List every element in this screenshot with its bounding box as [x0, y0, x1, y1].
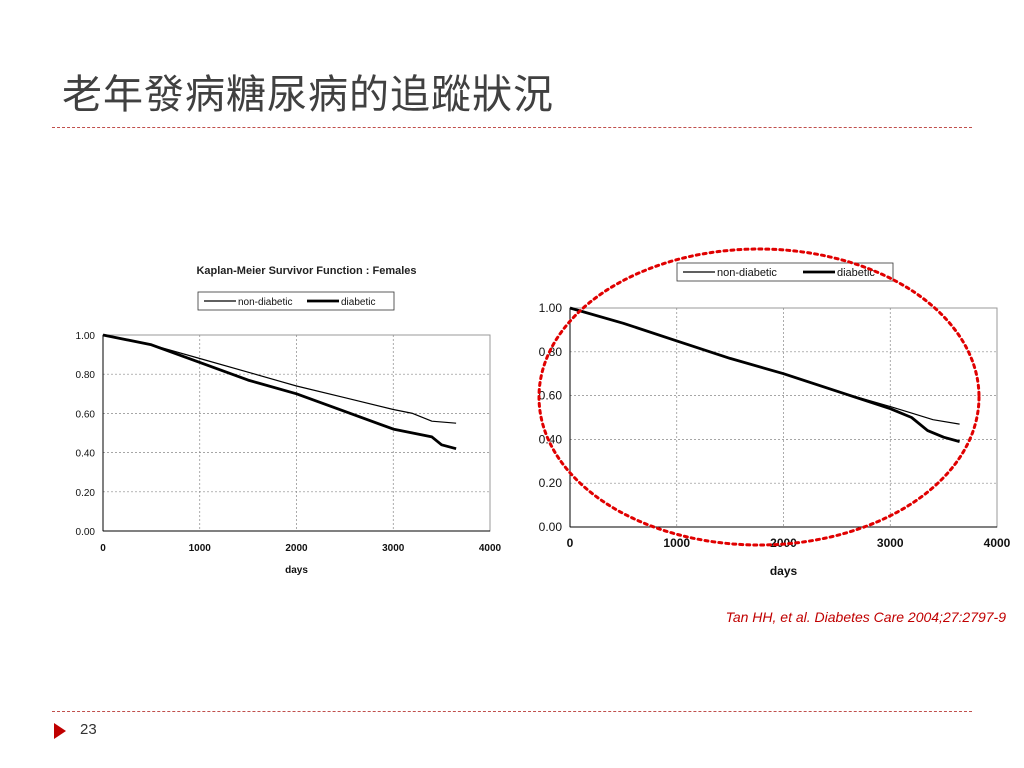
- x-tick-label: 4000: [984, 536, 1011, 550]
- series-line-diabetic: [102, 333, 457, 451]
- title-divider: [52, 127, 972, 128]
- legend-label: non-diabetic: [717, 267, 777, 279]
- legend-label: diabetic: [341, 297, 375, 308]
- footer-divider: [52, 711, 972, 712]
- y-tick-label: 0.40: [76, 449, 96, 460]
- y-tick-label: 0.80: [76, 370, 96, 381]
- x-tick-label: 1000: [663, 536, 690, 550]
- x-tick-label: 4000: [479, 543, 502, 554]
- x-tick-label: 0: [100, 543, 106, 554]
- series-line-non-diabetic: [102, 334, 457, 424]
- y-tick-label: 0.60: [76, 409, 96, 420]
- x-axis-label: days: [285, 565, 308, 576]
- x-tick-label: 1000: [189, 543, 212, 554]
- legend-box: [676, 262, 894, 282]
- page-number: 23: [80, 721, 97, 738]
- x-tick-label: 3000: [877, 536, 904, 550]
- y-tick-label: 1.00: [76, 331, 96, 342]
- y-tick-label: 0.60: [539, 389, 563, 403]
- citation: Tan HH, et al. Diabetes Care 2004;27:279…: [725, 609, 1006, 625]
- y-tick-label: 0.20: [539, 476, 563, 490]
- footer-bullet-icon: [54, 723, 66, 739]
- page-title: 老年發病糖尿病的追蹤狀況: [62, 72, 554, 118]
- x-tick-label: 3000: [382, 543, 405, 554]
- chart-title: Kaplan-Meier Survivor Function : Females: [196, 265, 416, 277]
- series-line-diabetic: [569, 306, 960, 443]
- highlight-ellipse: [537, 247, 981, 547]
- x-axis-label: days: [770, 564, 798, 578]
- y-tick-label: 0.40: [539, 432, 563, 446]
- legend-label: diabetic: [837, 267, 875, 279]
- y-tick-label: 0.00: [76, 527, 96, 538]
- y-tick-label: 1.00: [539, 301, 563, 315]
- y-tick-label: 0.20: [76, 488, 96, 499]
- y-tick-label: 0.00: [539, 520, 563, 534]
- legend-label: non-diabetic: [238, 297, 292, 308]
- legend-box: [197, 291, 395, 311]
- x-tick-label: 2000: [285, 543, 308, 554]
- x-tick-label: 0: [567, 536, 574, 550]
